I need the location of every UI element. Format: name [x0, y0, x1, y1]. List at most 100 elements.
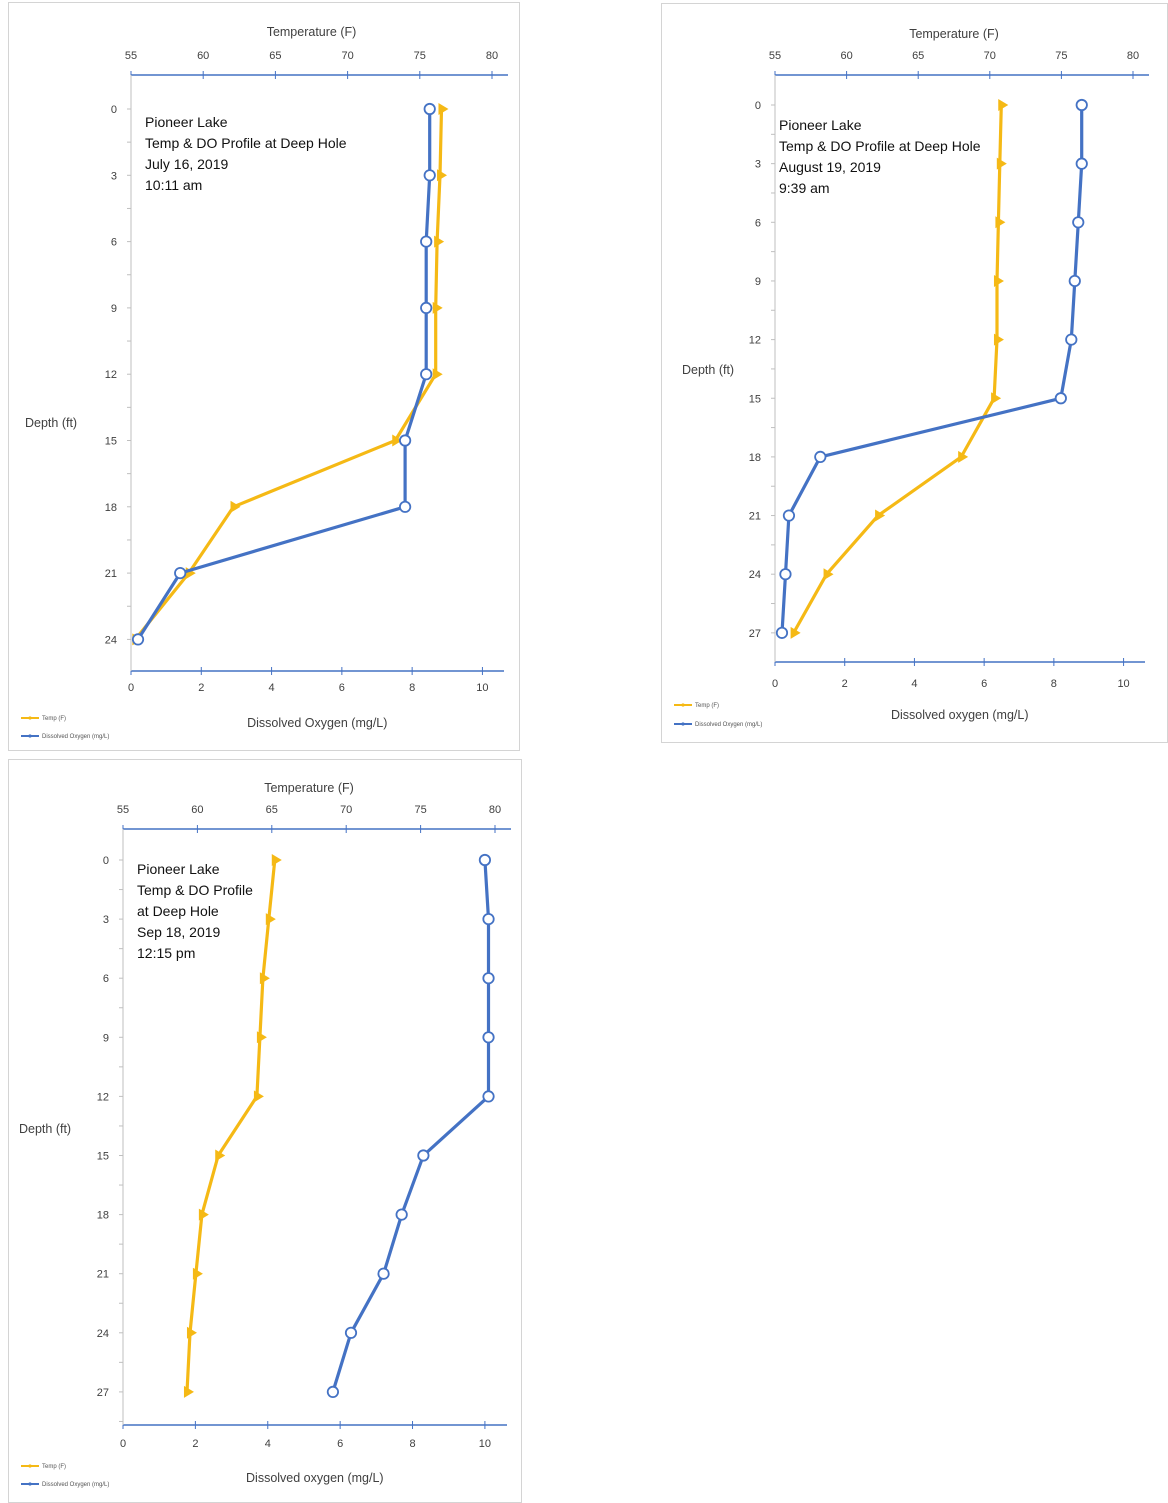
temperature-tick-label: 70: [341, 50, 353, 62]
legend-marker: [28, 716, 32, 720]
temp-point-marker: [434, 235, 445, 248]
depth-tick-label: 12: [749, 335, 761, 347]
temperature-tick-label: 65: [269, 50, 281, 62]
depth-tick-label: 6: [103, 973, 109, 985]
chart-annotation-line: Pioneer Lake: [145, 114, 228, 130]
depth-tick-label: 21: [97, 1269, 109, 1281]
depth-tick-label: 9: [103, 1032, 109, 1044]
depth-tick-label: 6: [755, 217, 761, 229]
temperature-tick-label: 60: [840, 50, 852, 62]
do-tick-label: 8: [1051, 678, 1057, 690]
legend-do-label: Dissolved Oxygen (mg/L): [695, 722, 762, 728]
do-point-marker: [1075, 157, 1088, 170]
temperature-tick-label: 60: [197, 50, 209, 62]
do-point-marker: [395, 1208, 408, 1221]
temperature-tick-label: 65: [266, 804, 278, 816]
legend-marker: [28, 1482, 32, 1486]
temp-point-marker: [875, 509, 886, 522]
do-point-marker: [420, 368, 433, 381]
temp-point-marker: [823, 568, 834, 581]
temperature-axis-title: Temperature (F): [909, 27, 999, 41]
depth-tick-label: 15: [105, 436, 117, 448]
temperature-tick-label: 80: [1127, 50, 1139, 62]
depth-tick-label: 9: [755, 276, 761, 288]
depth-tick-label: 27: [97, 1387, 109, 1399]
temperature-tick-label: 55: [117, 804, 129, 816]
temp-series-line: [185, 859, 277, 1392]
do-point-marker: [779, 568, 792, 581]
temperature-tick-label: 55: [769, 50, 781, 62]
do-point-marker: [417, 1149, 430, 1162]
do-point-marker: [1065, 333, 1078, 346]
depth-tick-label: 3: [755, 159, 761, 171]
depth-tick-label: 12: [105, 369, 117, 381]
do-tick-label: 4: [911, 678, 917, 690]
chart-annotation-line: July 16, 2019: [145, 156, 228, 172]
legend-temp-label: Temp (F): [42, 1464, 66, 1470]
chart-annotation-line: Temp & DO Profile: [137, 882, 253, 898]
temp-point-marker: [998, 99, 1009, 111]
temp-point-marker: [186, 1326, 197, 1339]
temperature-axis-title: Temperature (F): [264, 781, 354, 795]
do-point-marker: [326, 1385, 340, 1399]
depth-tick-label: 6: [111, 237, 117, 249]
do-tick-label: 8: [409, 1438, 415, 1450]
do-point-marker: [482, 972, 495, 985]
chart-panel-july: 55 60 65 70 75 80 Temperature (F) 0 2 4 6 8 10 Dissol…: [8, 2, 520, 751]
depth-axis-title: Depth (ft): [19, 1122, 71, 1136]
do-point-marker: [482, 913, 495, 926]
legend-marker: [681, 703, 685, 707]
temperature-axis-title: Temperature (F): [267, 25, 357, 39]
do-point-marker: [814, 450, 827, 463]
do-point-marker: [420, 301, 433, 314]
legend-do-label: Dissolved Oxygen (mg/L): [42, 1482, 109, 1488]
temp-point-marker: [271, 854, 282, 866]
temp-point-marker: [996, 157, 1007, 170]
chart-annotation-line: Pioneer Lake: [779, 117, 862, 133]
depth-tick-label: 27: [749, 628, 761, 640]
do-tick-label: 0: [128, 682, 134, 694]
temperature-tick-label: 75: [414, 50, 426, 62]
temperature-tick-label: 65: [912, 50, 924, 62]
temp-point-marker: [991, 392, 1002, 405]
do-tick-label: 10: [1117, 678, 1129, 690]
temp-point-marker: [995, 216, 1006, 229]
depth-tick-label: 15: [749, 393, 761, 405]
depth-tick-label: 21: [105, 568, 117, 580]
depth-tick-label: 9: [111, 303, 117, 315]
temperature-tick-label: 60: [191, 804, 203, 816]
depth-tick-label: 24: [97, 1328, 109, 1340]
temp-point-marker: [437, 169, 448, 182]
temp-point-marker: [790, 626, 801, 639]
do-tick-label: 0: [120, 1438, 126, 1450]
depth-tick-label: 0: [103, 855, 109, 867]
depth-axis-title: Depth (ft): [682, 363, 734, 377]
do-point-marker: [423, 169, 436, 182]
do-point-marker: [420, 235, 433, 248]
do-tick-label: 6: [981, 678, 987, 690]
temperature-tick-label: 75: [1055, 50, 1067, 62]
do-point-marker: [1054, 392, 1067, 405]
do-tick-label: 0: [772, 678, 778, 690]
temp-point-marker: [198, 1208, 209, 1221]
temp-point-marker: [993, 274, 1004, 287]
depth-tick-label: 24: [105, 634, 117, 646]
chart-annotation-line: 12:15 pm: [137, 945, 195, 961]
legend-temp-label: Temp (F): [42, 716, 66, 722]
do-point-marker: [131, 633, 145, 646]
do-axis-title: Dissolved oxygen (mg/L): [246, 1471, 384, 1485]
temp-series-line: [792, 104, 1003, 634]
temp-point-marker: [192, 1267, 203, 1280]
depth-tick-label: 24: [749, 569, 761, 581]
depth-tick-label: 3: [111, 170, 117, 182]
do-point-marker: [399, 434, 412, 447]
temp-point-marker: [958, 450, 969, 463]
temp-point-marker: [230, 500, 241, 513]
temp-point-marker: [432, 301, 443, 314]
chart-annotation-line: 10:11 am: [145, 177, 202, 193]
do-tick-label: 6: [339, 682, 345, 694]
chart-annotation-line: Temp & DO Profile at Deep Hole: [779, 138, 981, 154]
